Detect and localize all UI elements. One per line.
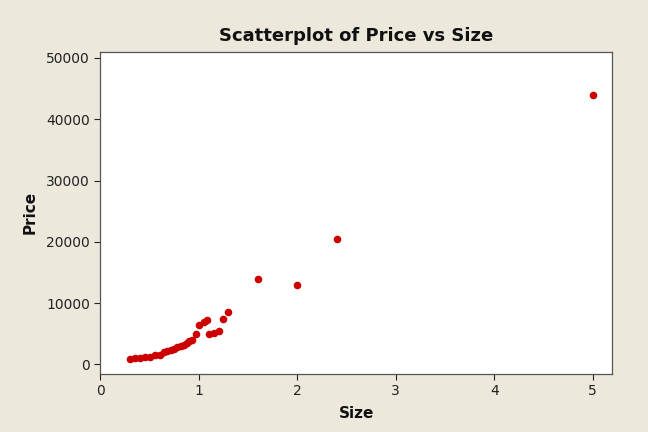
Point bbox=[253, 275, 263, 282]
Point bbox=[203, 330, 214, 337]
Point bbox=[292, 281, 303, 288]
Y-axis label: Price: Price bbox=[23, 191, 38, 234]
Point bbox=[187, 337, 197, 343]
Point bbox=[169, 346, 179, 353]
Point bbox=[162, 347, 172, 354]
Point bbox=[199, 318, 209, 325]
Point bbox=[135, 355, 145, 362]
Point bbox=[332, 235, 342, 242]
Point bbox=[179, 341, 189, 348]
Title: Scatterplot of Price vs Size: Scatterplot of Price vs Size bbox=[219, 27, 494, 45]
Point bbox=[139, 353, 150, 360]
Point bbox=[184, 338, 194, 345]
Point bbox=[159, 349, 170, 356]
Point bbox=[218, 315, 229, 322]
Point bbox=[166, 347, 176, 354]
Point bbox=[202, 317, 212, 324]
Point bbox=[172, 344, 183, 351]
Point bbox=[191, 330, 201, 337]
Point bbox=[176, 343, 187, 349]
Point bbox=[150, 352, 160, 359]
Point bbox=[154, 351, 165, 358]
Point bbox=[130, 354, 140, 361]
Point bbox=[213, 327, 224, 334]
Point bbox=[209, 329, 219, 336]
Point bbox=[223, 309, 233, 316]
X-axis label: Size: Size bbox=[339, 407, 374, 422]
Point bbox=[588, 91, 598, 98]
Point bbox=[145, 354, 155, 361]
Point bbox=[182, 340, 192, 346]
Point bbox=[194, 321, 204, 328]
Point bbox=[125, 356, 135, 362]
